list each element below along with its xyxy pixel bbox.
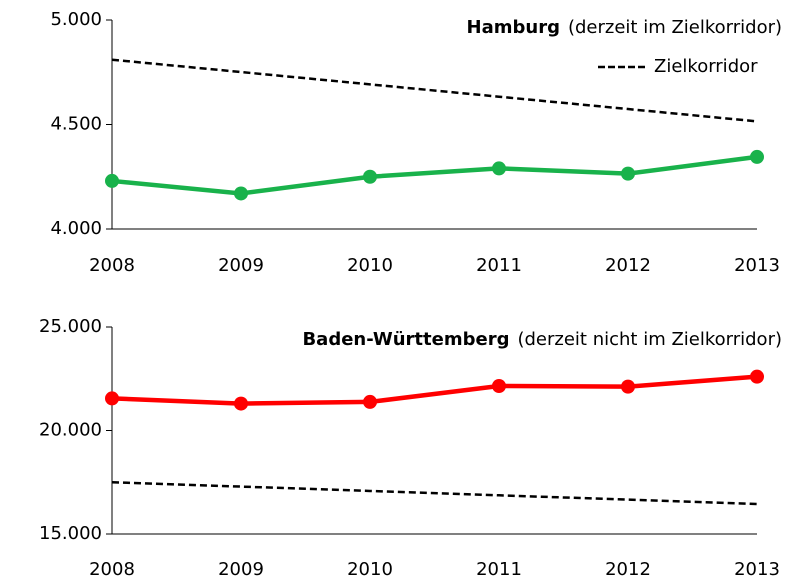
chart-title: Hamburg (derzeit im Zielkorridor): [467, 17, 782, 38]
y-tick-label: 4.500: [50, 114, 102, 135]
series-line: [111, 58, 758, 123]
point: [105, 173, 119, 188]
y-tick-label: 25.000: [39, 316, 102, 337]
x-tick-label: 2010: [347, 255, 393, 276]
point: [492, 378, 506, 393]
title-note: (derzeit nicht im Zielkorridor): [517, 329, 782, 350]
x-tick-label: 2008: [89, 255, 135, 276]
point: [363, 169, 377, 184]
y-tick-label: 20.000: [39, 420, 102, 441]
series-line: [111, 481, 758, 506]
point: [750, 149, 764, 164]
y-tick-label: 15.000: [39, 523, 102, 544]
y-tick-label: 5.000: [50, 9, 102, 30]
x-tick-label: 2013: [734, 255, 780, 276]
title-note: (derzeit im Zielkorridor): [568, 17, 782, 38]
x-tick-label: 2009: [218, 559, 264, 580]
chart-title: Baden-Württemberg (derzeit nicht im Zielk…: [302, 329, 782, 350]
series-line: [111, 374, 758, 406]
x-tick-label: 2012: [605, 255, 651, 276]
point: [492, 161, 506, 176]
x-tick-label: 2012: [605, 559, 651, 580]
x-tick-label: 2010: [347, 559, 393, 580]
point: [234, 186, 248, 201]
point: [621, 166, 635, 181]
x-tick-label: 2011: [476, 255, 522, 276]
x-tick-label: 2008: [89, 559, 135, 580]
title-bold: Baden-Württemberg: [302, 329, 509, 350]
x-tick-label: 2011: [476, 559, 522, 580]
point: [234, 396, 248, 411]
y-tick-label: 4.000: [50, 218, 102, 239]
legend-label: Zielkorridor: [654, 56, 758, 77]
point: [105, 391, 119, 406]
x-tick-label: 2009: [218, 255, 264, 276]
point: [363, 394, 377, 409]
series-line: [111, 154, 758, 196]
point: [750, 369, 764, 384]
title-bold: Hamburg: [467, 17, 560, 38]
x-tick-label: 2013: [734, 559, 780, 580]
point: [621, 379, 635, 394]
